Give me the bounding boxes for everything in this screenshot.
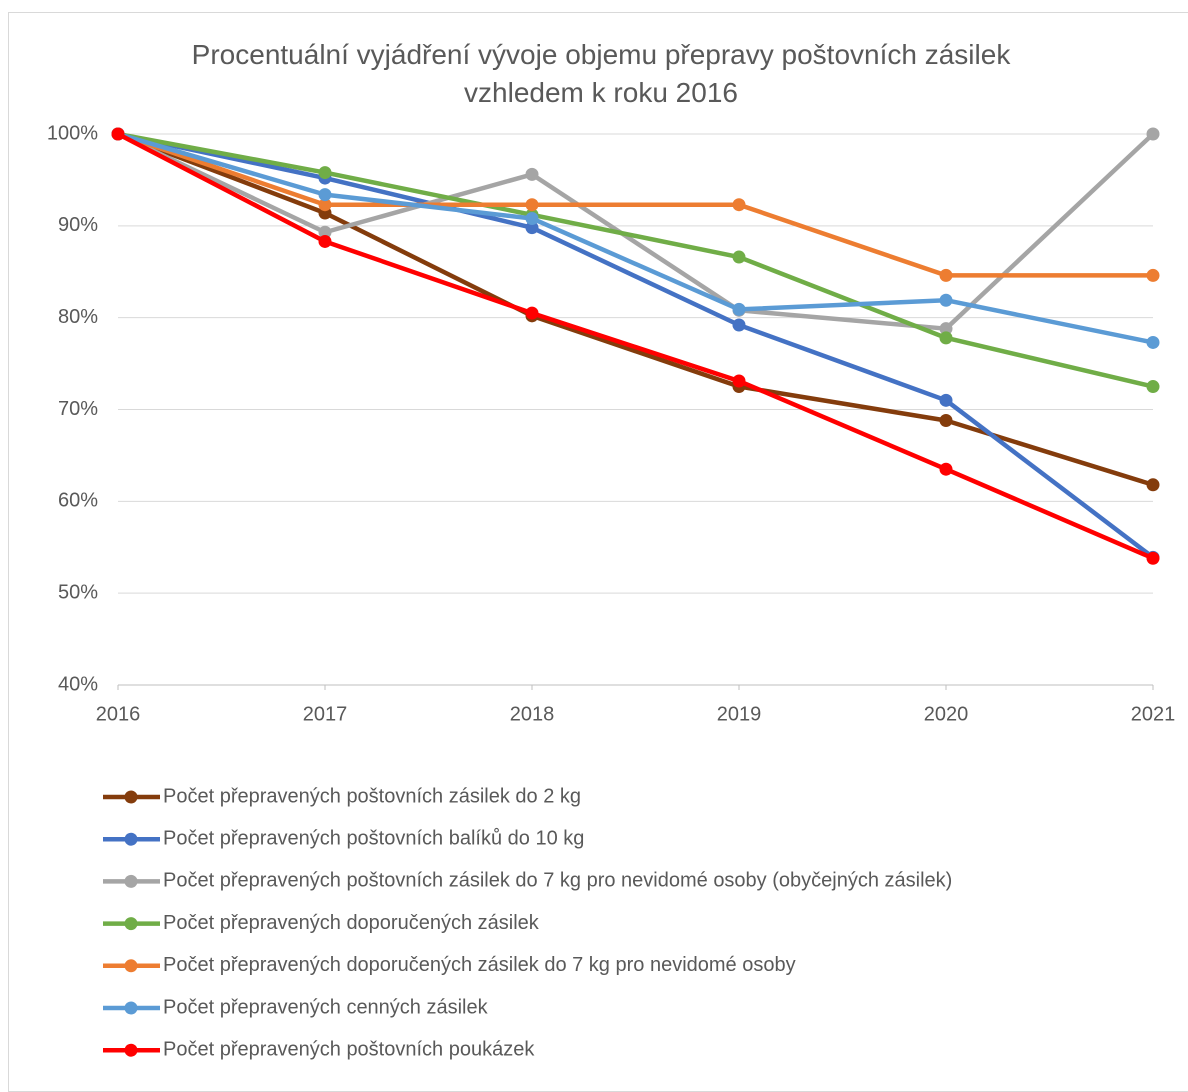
y-tick-label: 100% [47, 122, 98, 144]
x-tick-label: 2020 [924, 703, 969, 725]
data-point [732, 250, 746, 264]
data-point [1146, 380, 1160, 394]
series-line [117, 131, 1154, 345]
data-point [1146, 335, 1160, 349]
series-line [117, 131, 1154, 487]
data-point [525, 211, 539, 225]
data-point [1146, 127, 1160, 141]
series-line [116, 132, 1154, 561]
data-point [1146, 478, 1160, 492]
data-point [318, 188, 332, 202]
data-point [939, 322, 953, 336]
data-point [732, 318, 746, 332]
legend-marker [124, 1043, 138, 1057]
series-line [117, 131, 1155, 331]
x-tick-label: 2021 [1131, 703, 1176, 725]
legend-marker [124, 874, 138, 888]
data-point [939, 393, 953, 407]
legend-marker [124, 917, 138, 931]
data-point [939, 293, 953, 307]
data-point [525, 167, 539, 181]
legend-label: Počet přepravených poštovních zásilek do… [163, 870, 952, 892]
y-tick-label: 40% [58, 673, 98, 695]
y-tick-label: 50% [58, 581, 98, 603]
data-point [939, 268, 953, 282]
data-point [732, 302, 746, 316]
x-tick-label: 2016 [96, 703, 141, 725]
data-point [111, 127, 125, 141]
data-point [318, 166, 332, 180]
series-line [117, 131, 1153, 278]
legend-marker [124, 790, 138, 804]
legend-label: Počet přepravených doporučených zásilek … [163, 954, 796, 976]
data-point [318, 234, 332, 248]
data-point [939, 331, 953, 345]
y-tick-label: 80% [58, 306, 98, 328]
x-tick-label: 2019 [717, 703, 762, 725]
legend-label: Počet přepravených poštovních poukázek [163, 1038, 535, 1060]
series-line [117, 131, 1154, 389]
legend-marker [124, 832, 138, 846]
legend-label: Počet přepravených cenných zásilek [163, 996, 489, 1018]
x-tick-label: 2017 [303, 703, 348, 725]
legend-label: Počet přepravených doporučených zásilek [163, 912, 540, 934]
legend-label: Počet přepravených poštovních zásilek do… [163, 785, 581, 807]
data-point [939, 414, 953, 428]
legend-marker [124, 1001, 138, 1015]
legend-label: Počet přepravených poštovních balíků do … [163, 827, 584, 849]
data-point [525, 306, 539, 320]
data-point [1146, 268, 1160, 282]
chart-title: Procentuální vyjádření vývoje objemu pře… [191, 39, 1011, 108]
y-tick-label: 70% [58, 398, 98, 420]
data-point [318, 198, 332, 212]
data-point [318, 225, 332, 239]
data-point [732, 198, 746, 212]
data-point [525, 198, 539, 212]
data-point [525, 221, 539, 235]
data-point [732, 374, 746, 388]
x-tick-label: 2018 [510, 703, 555, 725]
series-line [117, 131, 1155, 560]
legend-marker [124, 959, 138, 973]
data-point [939, 462, 953, 476]
y-tick-label: 60% [58, 490, 98, 512]
y-tick-label: 90% [58, 214, 98, 236]
data-point [1146, 551, 1160, 565]
